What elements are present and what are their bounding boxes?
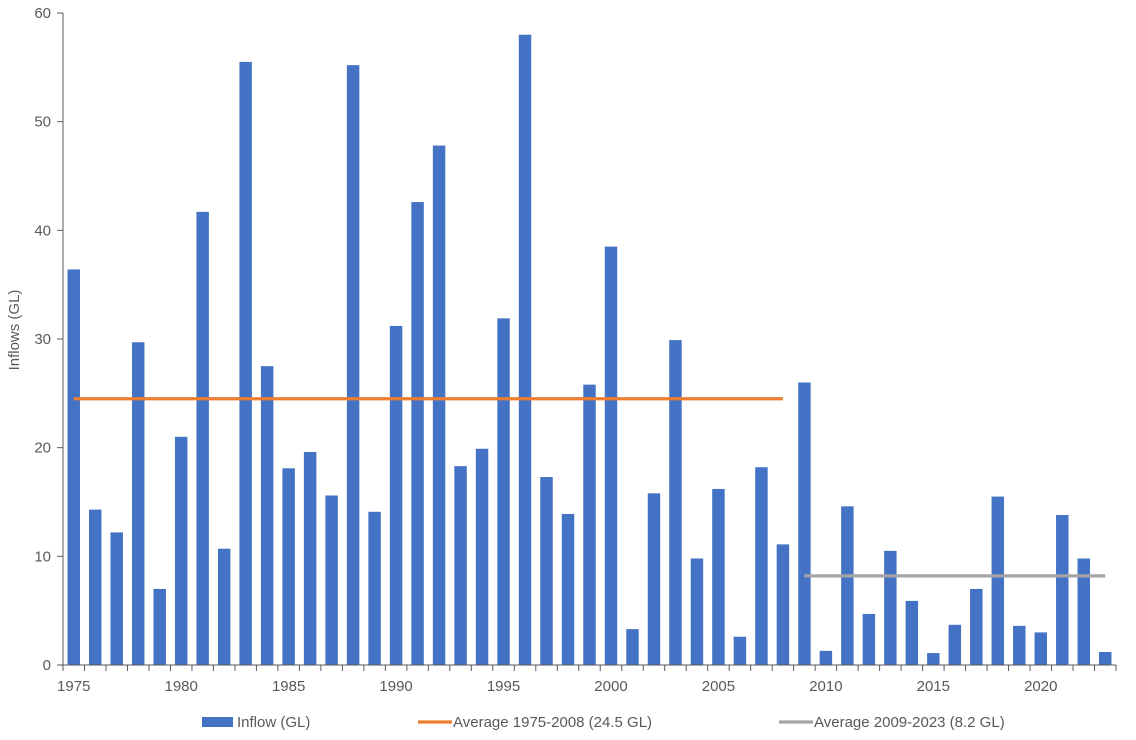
bar-1982 [217, 548, 231, 665]
bar-2015 [927, 653, 940, 665]
bar-2013 [884, 550, 897, 665]
y-axis-title: Inflows (GL) [6, 290, 23, 371]
bar-1986 [303, 452, 317, 665]
bar-2017 [970, 588, 983, 665]
bar-2001 [626, 629, 639, 665]
bar-1990 [389, 325, 403, 665]
x-ticks-group: 1975 1980 1985 1990 1995 2000 2005 2010 2015 2020 [57, 665, 1117, 695]
x-tick-label-1990: 1990 [379, 678, 412, 695]
bar-2012 [862, 613, 876, 665]
x-tick-label-2015: 2015 [917, 678, 950, 695]
bar-2011 [841, 506, 854, 665]
bar-2021 [1056, 515, 1069, 665]
y-tick-label-20: 20 [34, 440, 51, 457]
bar-1995 [497, 318, 510, 665]
x-tick-label-1995: 1995 [487, 678, 520, 695]
bar-2020 [1034, 632, 1048, 665]
x-tick-label-1985: 1985 [272, 678, 305, 695]
bar-1996 [518, 34, 532, 666]
bar-2022 [1077, 558, 1090, 665]
bar-2008 [776, 544, 790, 665]
y-tick-label-0: 0 [43, 657, 51, 674]
y-tick-label-10: 10 [34, 548, 51, 565]
x-tick-label-2000: 2000 [594, 678, 627, 695]
y-tick-label-30: 30 [34, 331, 51, 348]
bar-1983 [239, 61, 252, 665]
bar-2006 [733, 636, 747, 665]
bar-2016 [948, 624, 962, 665]
bar-1984 [260, 366, 274, 665]
bar-2000 [604, 246, 618, 665]
legend-swatch-inflow [202, 717, 233, 727]
bar-1993 [454, 466, 467, 665]
y-ticks-group: 0 10 20 30 40 50 60 [34, 5, 63, 674]
bar-2004 [690, 558, 704, 665]
x-tick-label-1975: 1975 [57, 678, 90, 695]
bar-1999 [583, 384, 596, 665]
bar-2009 [798, 382, 811, 665]
bar-2010 [819, 650, 833, 665]
legend-label-average-2: Average 2009-2023 (8.2 GL) [814, 714, 1005, 731]
bar-2002 [647, 493, 661, 665]
y-tick-label-60: 60 [34, 5, 51, 22]
bar-1980 [174, 436, 188, 665]
bar-2003 [669, 340, 682, 665]
bar-1987 [325, 495, 338, 665]
bars-group [67, 34, 1112, 666]
x-tick-label-2005: 2005 [702, 678, 735, 695]
bar-1976 [89, 509, 102, 665]
bar-1997 [540, 477, 553, 665]
bar-1988 [346, 65, 360, 665]
bar-2007 [755, 467, 768, 665]
bar-1992 [432, 145, 446, 665]
bar-2019 [1013, 625, 1026, 665]
bar-2014 [905, 600, 919, 665]
bar-1981 [196, 211, 209, 666]
legend-label-average-1: Average 1975-2008 (24.5 GL) [453, 714, 652, 731]
y-tick-label-50: 50 [34, 114, 51, 131]
bar-2023 [1099, 651, 1112, 665]
legend-label-inflow: Inflow (GL) [237, 714, 310, 731]
bar-1978 [131, 342, 145, 665]
y-tick-label-40: 40 [34, 222, 51, 239]
bar-1975 [67, 269, 80, 665]
bar-1979 [153, 588, 166, 665]
x-tick-label-2010: 2010 [809, 678, 842, 695]
average-lines-group [73, 397, 1106, 578]
bar-1985 [282, 468, 295, 665]
bar-1989 [368, 511, 381, 665]
bar-1991 [411, 202, 424, 665]
bar-1977 [110, 532, 123, 665]
x-tick-label-2020: 2020 [1024, 678, 1057, 695]
bar-1998 [561, 513, 575, 665]
bar-1994 [475, 448, 489, 665]
legend: Inflow (GL) Average 1975-2008 (24.5 GL) Av… [202, 714, 1005, 731]
bar-2005 [712, 488, 725, 665]
bar-2018 [991, 496, 1005, 665]
x-tick-label-1980: 1980 [165, 678, 198, 695]
